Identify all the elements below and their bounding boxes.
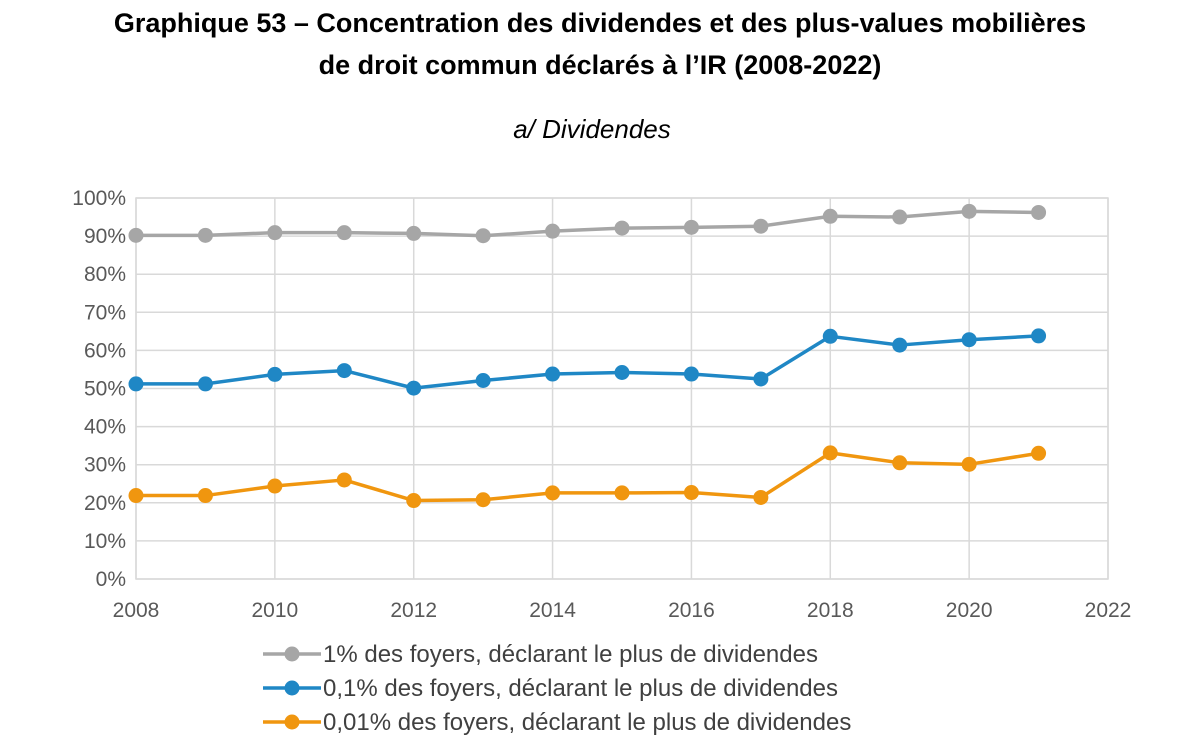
data-point-series-3 bbox=[336, 472, 352, 488]
data-point-series-1 bbox=[406, 225, 422, 241]
legend-marker-2 bbox=[284, 680, 300, 696]
x-tick-label: 2014 bbox=[529, 599, 576, 622]
data-point-series-1 bbox=[336, 225, 352, 241]
x-tick-label: 2010 bbox=[251, 599, 298, 622]
data-point-series-3 bbox=[892, 455, 908, 471]
data-point-series-1 bbox=[128, 227, 144, 243]
data-point-series-3 bbox=[961, 456, 977, 472]
data-point-series-3 bbox=[267, 478, 283, 494]
y-tick-label: 30% bbox=[84, 454, 126, 477]
data-point-series-2 bbox=[128, 376, 144, 392]
data-point-series-2 bbox=[406, 380, 422, 396]
legend-label-2: 0,1% des foyers, déclarant le plus de di… bbox=[323, 675, 838, 702]
data-point-series-1 bbox=[545, 223, 561, 239]
data-point-series-3 bbox=[475, 492, 491, 508]
data-point-series-2 bbox=[753, 371, 769, 387]
y-tick-label: 10% bbox=[84, 530, 126, 553]
data-point-series-2 bbox=[197, 376, 213, 392]
data-point-series-1 bbox=[961, 203, 977, 219]
data-point-series-3 bbox=[406, 493, 422, 509]
data-point-series-2 bbox=[683, 366, 699, 382]
data-point-series-2 bbox=[475, 372, 491, 388]
x-tick-label: 2008 bbox=[113, 599, 160, 622]
data-point-series-2 bbox=[961, 332, 977, 348]
data-point-series-3 bbox=[1031, 445, 1047, 461]
data-point-series-1 bbox=[753, 218, 769, 234]
data-point-series-2 bbox=[892, 337, 908, 353]
data-point-series-1 bbox=[1031, 204, 1047, 220]
series-line-3 bbox=[136, 451, 1039, 503]
data-point-series-1 bbox=[683, 219, 699, 235]
y-tick-label: 100% bbox=[72, 187, 126, 210]
data-point-series-2 bbox=[336, 363, 352, 379]
legend-label-1: 1% des foyers, déclarant le plus de divi… bbox=[323, 641, 818, 668]
chart-title-line-1: Graphique 53 – Concentration des dividen… bbox=[113, 8, 1087, 38]
data-point-series-2 bbox=[545, 366, 561, 382]
data-point-series-2 bbox=[614, 364, 630, 380]
x-tick-label: 2020 bbox=[946, 599, 993, 622]
series-line-1 bbox=[136, 209, 1039, 238]
data-point-series-3 bbox=[822, 445, 838, 461]
legend-label-3: 0,01% des foyers, déclarant le plus de d… bbox=[323, 709, 851, 736]
data-point-series-3 bbox=[197, 488, 213, 504]
y-tick-label: 20% bbox=[84, 492, 126, 515]
data-point-series-3 bbox=[753, 489, 769, 505]
legend-marker-3 bbox=[284, 714, 300, 730]
data-point-series-1 bbox=[892, 209, 908, 225]
data-point-series-1 bbox=[475, 228, 491, 244]
y-tick-label: 50% bbox=[84, 378, 126, 401]
series-line-2 bbox=[136, 334, 1039, 390]
y-tick-label: 80% bbox=[84, 263, 126, 286]
data-point-series-1 bbox=[822, 208, 838, 224]
chart-subtitle: a/ Dividendes bbox=[513, 114, 671, 144]
y-tick-label: 40% bbox=[84, 416, 126, 439]
legend-marker-1 bbox=[284, 646, 300, 662]
data-point-series-1 bbox=[197, 227, 213, 243]
x-tick-label: 2018 bbox=[807, 599, 854, 622]
x-tick-label: 2012 bbox=[390, 599, 437, 622]
y-tick-label: 90% bbox=[84, 225, 126, 248]
y-tick-label: 70% bbox=[84, 301, 126, 324]
data-point-series-1 bbox=[267, 225, 283, 241]
data-point-series-3 bbox=[614, 485, 630, 501]
data-point-series-2 bbox=[822, 328, 838, 344]
chart-title-line-2: de droit commun déclarés à l’IR (2008-20… bbox=[318, 50, 882, 80]
data-point-series-1 bbox=[614, 220, 630, 236]
data-point-series-3 bbox=[545, 485, 561, 501]
data-point-series-2 bbox=[267, 366, 283, 382]
y-tick-label: 60% bbox=[84, 339, 126, 362]
y-tick-label: 0% bbox=[96, 568, 126, 591]
data-point-series-3 bbox=[128, 488, 144, 504]
data-point-series-2 bbox=[1031, 328, 1047, 344]
x-tick-label: 2016 bbox=[668, 599, 715, 622]
data-point-series-3 bbox=[683, 485, 699, 501]
x-tick-label: 2022 bbox=[1085, 599, 1132, 622]
